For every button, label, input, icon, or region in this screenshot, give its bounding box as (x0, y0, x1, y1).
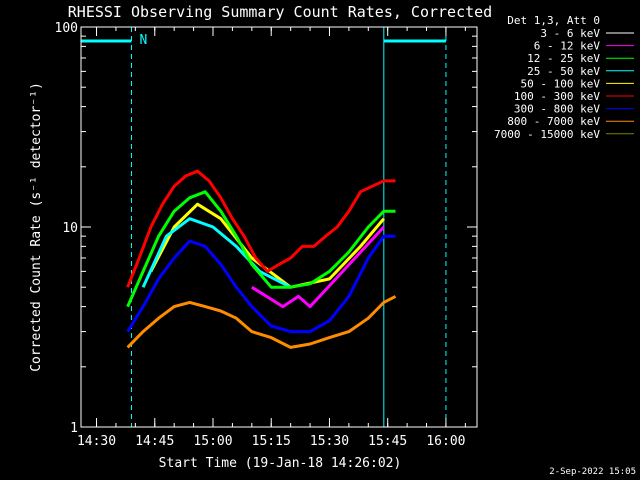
x-axis-label: Start Time (19-Jan-18 14:26:02) (159, 456, 402, 471)
x-tick-label: 15:30 (310, 434, 349, 449)
series-layer (126, 169, 397, 349)
y-tick-label: 10 (62, 221, 78, 236)
x-axis: 14:30 14:45 15:00 15:15 15:30 15:45 16:00 (77, 27, 466, 449)
x-tick-label: 14:45 (135, 434, 174, 449)
legend-label: 50 - 100 keV (521, 77, 601, 90)
observing-flags: N (80, 27, 447, 427)
chart-title: RHESSI Observing Summary Count Rates, Co… (68, 3, 492, 21)
legend-label: 25 - 50 keV (527, 65, 600, 78)
y-axis-label: Corrected Count Rate (s⁻¹ detector⁻¹) (29, 82, 44, 372)
x-tick-label: 15:00 (193, 434, 232, 449)
x-tick-label: 15:45 (368, 434, 407, 449)
x-tick-label: 16:00 (426, 434, 465, 449)
legend-label: 12 - 25 keV (527, 52, 600, 65)
series-line (141, 217, 292, 289)
x-tick-label: 14:30 (77, 434, 116, 449)
series-line (126, 234, 396, 334)
x-tick-label: 15:15 (252, 434, 291, 449)
series-line (126, 190, 396, 308)
y-tick-label: 1 (70, 421, 78, 436)
legend-label: 3 - 6 keV (540, 27, 600, 40)
legend-label: 800 - 7000 keV (507, 115, 600, 128)
series-line (251, 225, 385, 309)
legend-label: 100 - 300 keV (514, 90, 600, 103)
legend-title: Det 1,3, Att 0 (507, 14, 600, 27)
series-line (149, 202, 385, 289)
y-tick-label: 100 (55, 21, 78, 36)
legend-label: 7000 - 15000 keV (494, 128, 600, 141)
timestamp: 2-Sep-2022 15:05 (549, 467, 636, 477)
series-line (126, 295, 397, 349)
flag-label: N (139, 33, 147, 48)
legend-label: 6 - 12 keV (534, 40, 601, 53)
y-axis: 1 10 100 (55, 21, 477, 436)
series-line (126, 169, 396, 288)
plot-frame (80, 26, 478, 428)
legend-label: 300 - 800 keV (514, 103, 600, 116)
